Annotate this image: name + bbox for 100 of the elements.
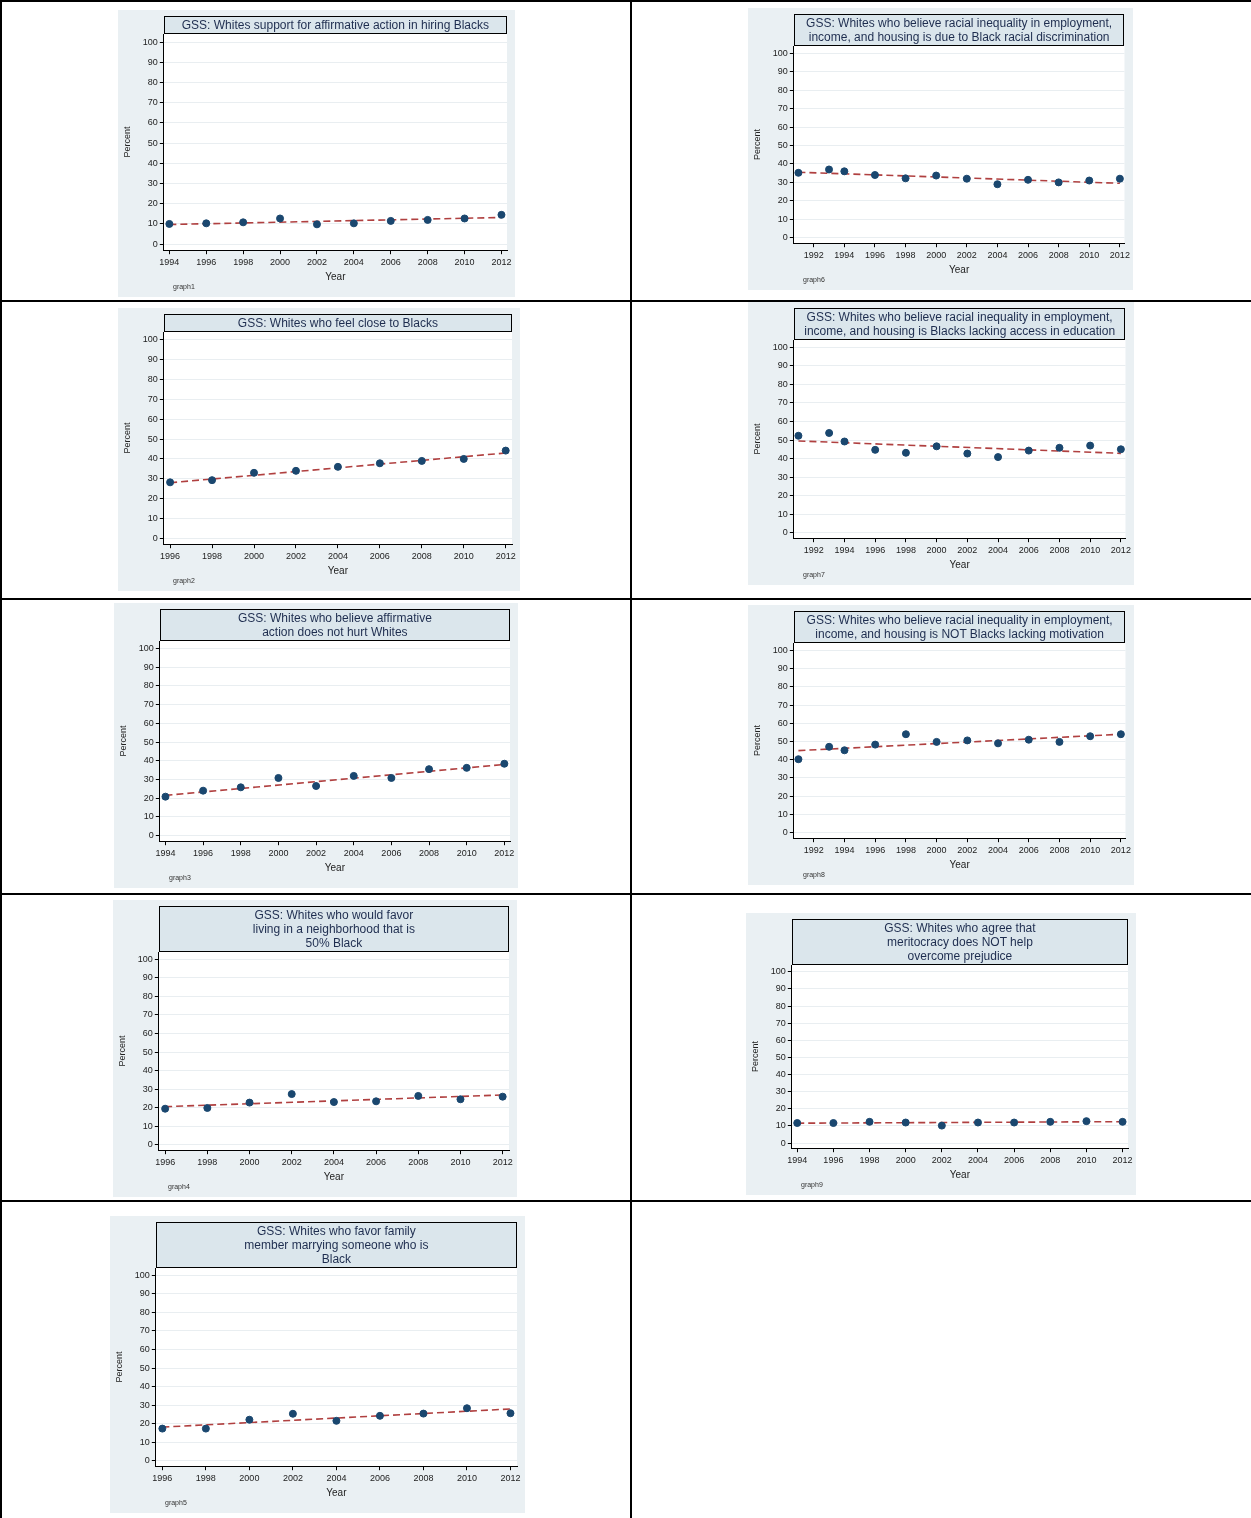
point bbox=[287, 1090, 296, 1099]
x-tick-label: 2010 bbox=[454, 257, 475, 268]
y-tick-label: 50 bbox=[142, 1046, 153, 1057]
point bbox=[825, 165, 834, 174]
x-tick-label: 1994 bbox=[834, 250, 855, 261]
y-tick-label: 70 bbox=[143, 699, 154, 710]
point bbox=[871, 740, 880, 749]
point bbox=[498, 1092, 507, 1101]
x-axis-title: Year bbox=[326, 1486, 348, 1498]
y-tick-label: 100 bbox=[772, 341, 788, 352]
y-tick-label: 20 bbox=[777, 790, 788, 801]
y-tick-label: 50 bbox=[143, 736, 154, 747]
x-tick-label: 1998 bbox=[202, 551, 223, 562]
y-axis-title: Percent bbox=[116, 1035, 127, 1067]
x-tick-label: 1998 bbox=[895, 250, 916, 261]
y-tick-label: 90 bbox=[147, 56, 158, 67]
y-tick-label: 60 bbox=[147, 413, 158, 424]
y-tick-label: 20 bbox=[775, 1103, 786, 1114]
point bbox=[1055, 443, 1064, 452]
y-tick-label: 10 bbox=[147, 512, 158, 523]
point bbox=[250, 468, 259, 477]
x-tick-label: 1994 bbox=[155, 848, 176, 859]
x-tick-label: 1996 bbox=[196, 257, 217, 268]
x-tick-label: 2002 bbox=[306, 848, 327, 859]
x-tick-label: 2002 bbox=[956, 250, 977, 261]
y-tick-label: 80 bbox=[142, 990, 153, 1001]
y-tick-label: 70 bbox=[777, 699, 788, 710]
x-tick-label: 2000 bbox=[268, 848, 289, 859]
y-tick-label: 60 bbox=[139, 1343, 150, 1354]
chart-title: GSS: Whites who favor family member marrying someone who is Black bbox=[155, 1222, 517, 1268]
point bbox=[506, 1409, 515, 1418]
x-tick-label: 1998 bbox=[195, 1473, 216, 1484]
y-tick-label: 70 bbox=[147, 97, 158, 108]
y-tick-label: 80 bbox=[775, 1000, 786, 1011]
x-tick-label: 2000 bbox=[243, 551, 265, 562]
point bbox=[332, 1416, 341, 1425]
y-tick-label: 60 bbox=[142, 1027, 153, 1038]
x-tick-label: 2008 bbox=[408, 1157, 429, 1168]
x-tick-label: 1996 bbox=[865, 845, 886, 856]
y-tick-label: 100 bbox=[137, 953, 153, 964]
y-tick-label: 20 bbox=[142, 1102, 153, 1113]
x-tick-label: 2010 bbox=[456, 1473, 477, 1484]
x-tick-label: 2002 bbox=[957, 845, 978, 856]
y-tick-label: 40 bbox=[147, 453, 158, 464]
point bbox=[871, 445, 880, 454]
x-tick-label: 2012 bbox=[1110, 845, 1131, 856]
x-tick-label: 2006 bbox=[380, 257, 401, 268]
point bbox=[932, 171, 941, 180]
x-tick-label: 1998 bbox=[197, 1157, 218, 1168]
x-tick-label: 2004 bbox=[988, 845, 1009, 856]
x-tick-label: 1998 bbox=[895, 545, 916, 556]
y-tick-label: 100 bbox=[770, 966, 786, 977]
y-tick-label: 50 bbox=[147, 137, 158, 148]
point bbox=[501, 446, 510, 455]
point bbox=[1116, 730, 1125, 739]
x-axis-title: Year bbox=[327, 564, 349, 576]
y-tick-label: 30 bbox=[147, 473, 158, 484]
y-tick-label: 20 bbox=[777, 490, 788, 501]
chart-title: GSS: Whites who believe racial inequality in employment, income, and housing is NOT Blacks lacking motivation bbox=[793, 611, 1126, 643]
point bbox=[329, 1098, 338, 1107]
x-tick-label: 2012 bbox=[494, 848, 515, 859]
y-axis-title: Percent bbox=[117, 725, 128, 757]
x-tick-label: 2002 bbox=[285, 551, 306, 562]
x-tick-label: 2002 bbox=[957, 545, 978, 556]
y-tick-label: 40 bbox=[777, 453, 788, 464]
chart-title: GSS: Whites who feel close to Blacks bbox=[163, 314, 512, 332]
point bbox=[460, 214, 469, 223]
y-tick-label: 80 bbox=[777, 378, 788, 389]
y-tick-label: 0 bbox=[152, 532, 158, 543]
chart-title: GSS: Whites who believe affirmative action does not hurt Whites bbox=[159, 609, 510, 641]
y-tick-label: 10 bbox=[142, 1120, 153, 1131]
point bbox=[459, 454, 468, 463]
point bbox=[199, 786, 208, 795]
y-tick-label: 100 bbox=[142, 334, 158, 345]
point bbox=[932, 442, 941, 451]
x-tick-label: 2000 bbox=[926, 250, 947, 261]
y-tick-label: 80 bbox=[777, 84, 788, 95]
x-tick-label: 2000 bbox=[926, 845, 947, 856]
x-tick-label: 2008 bbox=[1049, 545, 1070, 556]
y-tick-label: 90 bbox=[777, 663, 788, 674]
point bbox=[963, 736, 972, 745]
y-tick-label: 90 bbox=[139, 1288, 150, 1299]
y-tick-label: 20 bbox=[777, 195, 788, 206]
point bbox=[288, 1409, 297, 1418]
point bbox=[312, 782, 321, 791]
x-tick-label: 2008 bbox=[413, 1473, 434, 1484]
point bbox=[962, 174, 971, 183]
point bbox=[239, 218, 248, 227]
point bbox=[423, 215, 432, 224]
point bbox=[375, 1411, 384, 1420]
x-tick-label: 2010 bbox=[1079, 250, 1100, 261]
chart-title: GSS: Whites who believe racial inequality in employment, income, and housing is Blacks lacking access in education bbox=[793, 308, 1126, 340]
y-tick-label: 80 bbox=[147, 374, 158, 385]
point bbox=[161, 1104, 170, 1113]
x-tick-label: 2004 bbox=[343, 848, 364, 859]
y-tick-label: 90 bbox=[143, 661, 154, 672]
point bbox=[161, 792, 170, 801]
point bbox=[840, 746, 849, 755]
x-tick-label: 1994 bbox=[787, 1155, 808, 1166]
x-tick-label: 1992 bbox=[803, 545, 824, 556]
